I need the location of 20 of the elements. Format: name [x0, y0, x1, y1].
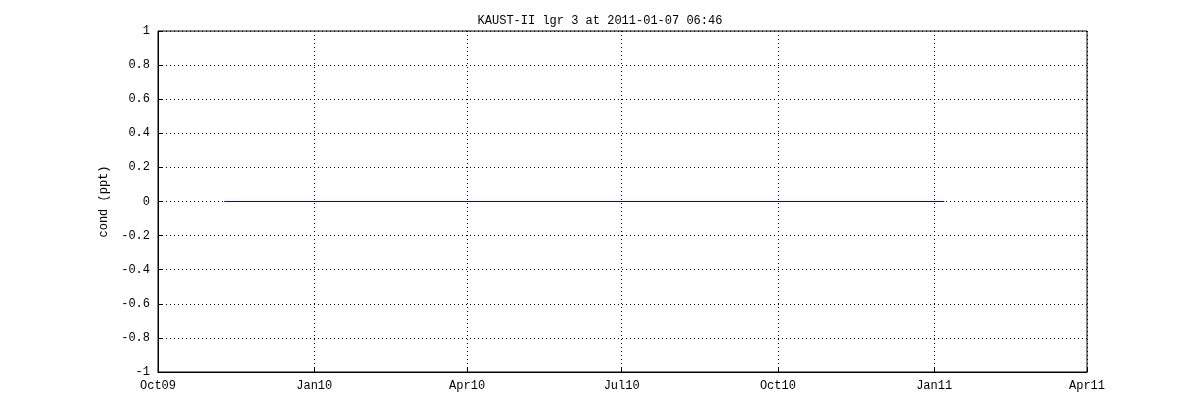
- y-tick-label: -0.4: [121, 262, 150, 277]
- y-tick-label: -1: [135, 365, 150, 379]
- x-tick-label: Jan10: [296, 379, 333, 393]
- x-tick-label: Oct10: [759, 379, 796, 393]
- y-tick-label: 0.6: [128, 92, 150, 107]
- y-tick-label: 1: [142, 24, 150, 38]
- chart-title: KAUST-II lgr 3 at 2011-01-07 06:46: [477, 14, 723, 28]
- y-tick-label: -0.6: [121, 296, 150, 311]
- y-tick-label: 0.2: [128, 160, 150, 175]
- y-tick-label: 0.8: [128, 58, 150, 73]
- y-tick-label: 0: [142, 194, 150, 209]
- x-tick-label: Jan11: [916, 379, 953, 393]
- x-tick-label: Oct09: [139, 379, 177, 393]
- x-tick-label: Apr10: [449, 379, 486, 393]
- y-axis-title: cond (ppt): [97, 165, 112, 238]
- y-tick-label: -0.2: [121, 228, 150, 243]
- y-tick-label: -0.8: [121, 330, 150, 345]
- x-tick-label: Jul10: [603, 379, 640, 393]
- x-tick-label: Apr11: [1068, 379, 1106, 393]
- y-tick-label: 0.4: [128, 126, 150, 141]
